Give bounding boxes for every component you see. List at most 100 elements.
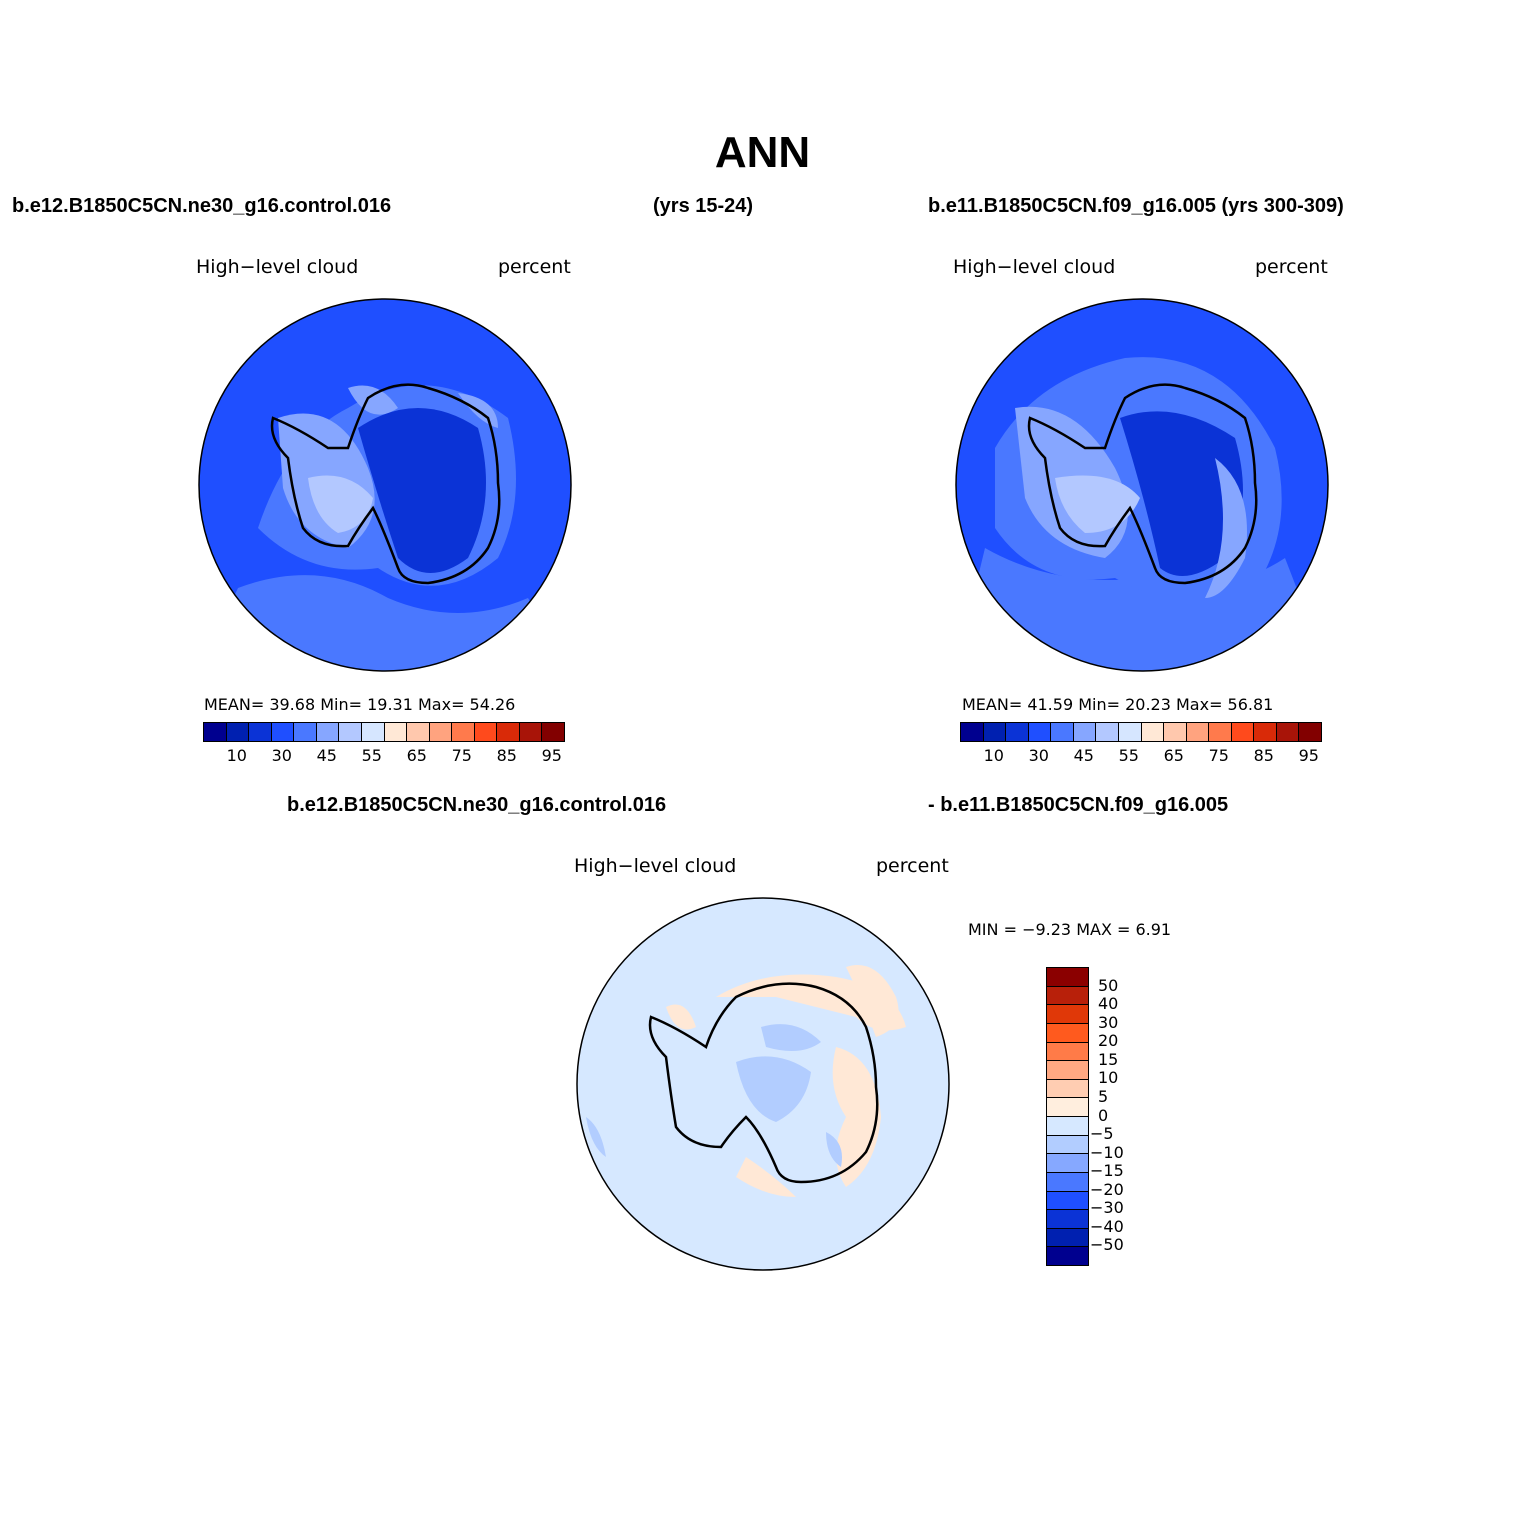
- colorbar-swatch: [1028, 723, 1052, 741]
- colorbar-swatch: [1047, 1098, 1088, 1117]
- colorbar-tick-label: 55: [361, 746, 382, 765]
- colorbar-tick-label: −40: [1090, 1216, 1124, 1236]
- map-contour-band: [736, 1056, 811, 1122]
- colorbar-swatch: [1186, 723, 1210, 741]
- antarctica-coastline: [648, 982, 879, 1184]
- colorbar-tick-label: 0: [1098, 1105, 1109, 1125]
- map-contour-band: [1055, 475, 1140, 533]
- colorbar-swatch: [1118, 723, 1142, 741]
- panel2-units: percent: [1255, 256, 1328, 278]
- colorbar-swatch: [1254, 723, 1277, 741]
- colorbar-swatch: [1276, 723, 1300, 741]
- colorbar-tick-label: −10: [1090, 1142, 1124, 1162]
- map-contour-band: [846, 965, 899, 1037]
- panel1-stats: MEAN= 39.68 Min= 19.31 Max= 54.26: [204, 695, 516, 714]
- colorbar-swatch: [1299, 723, 1321, 741]
- colorbar-swatch: [1047, 1005, 1088, 1024]
- colorbar-swatch: [1047, 1172, 1088, 1192]
- colorbar-tick-label: 85: [496, 746, 517, 765]
- map-contour-band: [761, 1024, 821, 1051]
- colorbar-tick-label: 10: [226, 746, 247, 765]
- diff-stats: MIN = −9.23 MAX = 6.91: [968, 920, 1172, 939]
- panel2-colorbar-ticks: 10 30 45 55 65 75 85 95: [960, 746, 1320, 766]
- colorbar-swatch: [1047, 986, 1088, 1006]
- panel1-units: percent: [498, 256, 571, 278]
- panel2-polar-map: [955, 298, 1329, 672]
- colorbar-swatch: [474, 723, 498, 741]
- colorbar-swatch: [1047, 1154, 1088, 1173]
- colorbar-swatch: [1047, 1247, 1088, 1265]
- colorbar-swatch: [1096, 723, 1119, 741]
- colorbar-tick-label: 75: [451, 746, 472, 765]
- colorbar-tick-label: 10: [1098, 1068, 1119, 1088]
- colorbar-swatch: [339, 723, 362, 741]
- panel2-variable: High−level cloud: [953, 256, 1116, 278]
- figure-title: ANN: [714, 128, 811, 177]
- colorbar-swatch: [1047, 1042, 1088, 1062]
- diff-variable: High−level cloud: [574, 855, 737, 877]
- diff-units: percent: [876, 855, 949, 877]
- colorbar-swatch: [983, 723, 1007, 741]
- panel1-colorbar: [203, 722, 565, 742]
- colorbar-swatch: [361, 723, 385, 741]
- colorbar-tick-label: 65: [406, 746, 427, 765]
- colorbar-tick-label: 55: [1118, 746, 1139, 765]
- colorbar-tick-label: 50: [1098, 975, 1119, 995]
- colorbar-swatch: [316, 723, 340, 741]
- colorbar-swatch: [1047, 1228, 1088, 1248]
- diff-polar-map: [576, 897, 950, 1271]
- colorbar-swatch: [1051, 723, 1074, 741]
- map-contour-band: [586, 1117, 606, 1157]
- colorbar-swatch: [1164, 723, 1187, 741]
- colorbar-tick-label: 20: [1098, 1031, 1119, 1051]
- colorbar-swatch: [226, 723, 250, 741]
- colorbar-swatch: [452, 723, 475, 741]
- colorbar-swatch: [1047, 1135, 1088, 1155]
- map-contour-band: [358, 408, 486, 573]
- colorbar-swatch: [1047, 1210, 1088, 1229]
- colorbar-swatch: [497, 723, 520, 741]
- colorbar-swatch: [1047, 1023, 1088, 1043]
- diff-case-a-label: b.e12.B1850C5CN.ne30_g16.control.016: [287, 794, 667, 816]
- colorbar-tick-label: 95: [1298, 746, 1319, 765]
- panel2-colorbar: [960, 722, 1322, 742]
- colorbar-swatch: [294, 723, 317, 741]
- colorbar-swatch: [407, 723, 430, 741]
- map-boundary: [576, 897, 950, 1271]
- colorbar-swatch: [1209, 723, 1232, 741]
- colorbar-tick-label: −50: [1090, 1235, 1124, 1255]
- colorbar-tick-label: 30: [271, 746, 292, 765]
- colorbar-swatch: [542, 723, 564, 741]
- map-contour-band: [736, 1157, 796, 1197]
- colorbar-tick-label: 95: [541, 746, 562, 765]
- colorbar-tick-label: 15: [1098, 1049, 1119, 1069]
- colorbar-tick-label: 65: [1163, 746, 1184, 765]
- case-b-label: b.e11.B1850C5CN.f09_g16.005 (yrs 300-309…: [928, 195, 1344, 217]
- colorbar-swatch: [1047, 1061, 1088, 1080]
- case-a-label: b.e12.B1850C5CN.ne30_g16.control.016: [12, 195, 392, 217]
- colorbar-tick-label: 85: [1253, 746, 1274, 765]
- map-boundary: [955, 298, 1329, 672]
- colorbar-swatch: [519, 723, 543, 741]
- colorbar-tick-label: 30: [1098, 1012, 1119, 1032]
- map-contour-band: [1120, 411, 1243, 576]
- colorbar-swatch: [1047, 1079, 1088, 1099]
- colorbar-swatch: [1073, 723, 1097, 741]
- case-a-years-label: (yrs 15-24): [653, 195, 754, 217]
- map-contour-band: [308, 475, 373, 533]
- colorbar-swatch: [1231, 723, 1255, 741]
- colorbar-swatch: [204, 723, 227, 741]
- colorbar-tick-label: 5: [1098, 1086, 1109, 1106]
- colorbar-tick-label: 10: [983, 746, 1004, 765]
- map-contour-band: [1205, 458, 1247, 598]
- colorbar-tick-label: 30: [1028, 746, 1049, 765]
- colorbar-swatch: [1141, 723, 1165, 741]
- colorbar-swatch: [1047, 1117, 1088, 1136]
- panel1-variable: High−level cloud: [196, 256, 359, 278]
- antarctica-coastline: [1027, 383, 1258, 585]
- colorbar-tick-label: 45: [1073, 746, 1094, 765]
- map-contour-band: [956, 548, 1328, 671]
- colorbar-swatch: [1006, 723, 1029, 741]
- colorbar-swatch: [961, 723, 984, 741]
- colorbar-tick-label: −20: [1090, 1179, 1124, 1199]
